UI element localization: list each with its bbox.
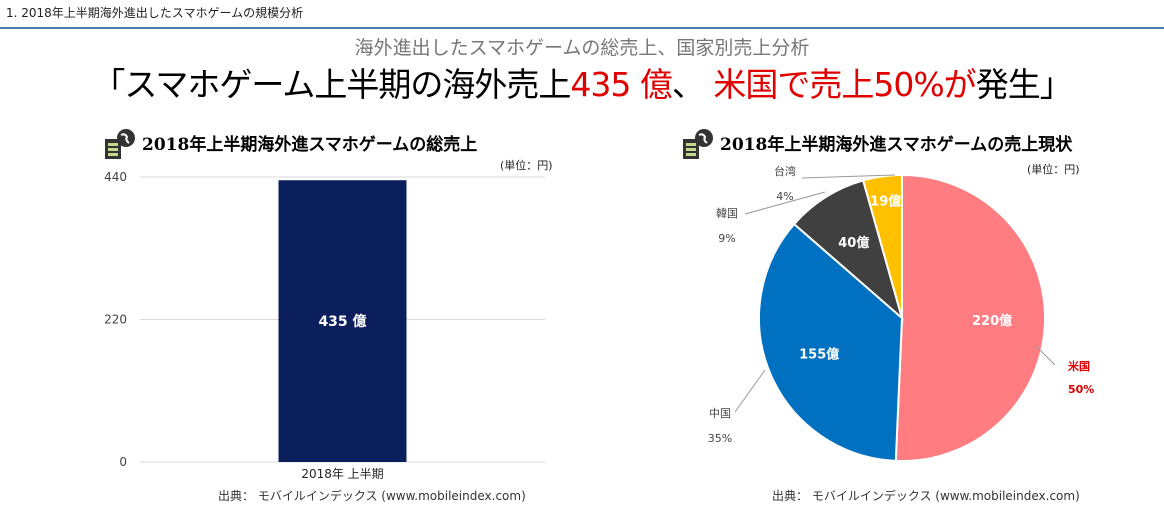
left-chart-title: 2018年上半期海外進スマホゲームの総売上 — [142, 135, 478, 155]
y-tick-label: 0 — [119, 455, 127, 469]
headline-highlight: 435 億 — [570, 65, 672, 104]
x-tick-label: 2018年 上半期 — [301, 467, 383, 481]
headline: 「スマホゲーム上半期の海外売上435 億、 米国で売上50%が発生」 — [0, 58, 1164, 106]
bar-chart: 0 220 440 435 億 2018年 上半期 — [104, 170, 545, 481]
y-tick-label: 220 — [104, 313, 127, 327]
pie-slice — [758, 222, 904, 462]
right-source: 出典： モバイルインデックス (www.mobileindex.com) — [772, 489, 1080, 503]
section-title: 1. 2018年上半期海外進出したスマホゲームの規模分析 — [6, 6, 304, 20]
slice-pct-label: 50% — [1068, 383, 1094, 396]
slice-data-label: 19億 — [870, 193, 901, 209]
leader-line — [734, 369, 766, 413]
slice-name-label: 韓国 — [716, 207, 738, 220]
divider — [0, 27, 1164, 29]
headline-part: 、 — [671, 65, 714, 104]
headline-highlight: 米国で売上50%が — [713, 65, 976, 104]
right-chart-title: 2018年上半期海外進スマホゲームの売上現状 — [720, 135, 1073, 155]
headline-part: 発生」 — [975, 65, 1073, 104]
slice-pct-label: 35% — [708, 432, 732, 445]
slice-pct-label: 4% — [776, 190, 793, 203]
leader-line — [1034, 344, 1056, 366]
leader-line — [744, 191, 826, 215]
headline-part: 「スマホゲーム上半期の海外売上 — [92, 65, 571, 104]
mobile-globe-icon — [683, 129, 713, 159]
slice-data-label: 220億 — [972, 313, 1012, 329]
slice-name-label: 米国 — [1067, 359, 1090, 373]
y-tick-label: 440 — [104, 170, 127, 184]
subtitle: 海外進出したスマホゲームの総売上、国家別売上分析 — [354, 37, 810, 59]
leader-line — [801, 174, 896, 179]
pie-slice — [861, 173, 903, 319]
slice-name-label: 中国 — [709, 407, 731, 420]
mobile-globe-icon — [105, 129, 135, 159]
right-unit: (単位：円) — [1027, 163, 1080, 176]
left-source: 出典： モバイルインデックス (www.mobileindex.com) — [218, 489, 526, 503]
pie-slice — [792, 179, 904, 321]
bar-data-label: 435 億 — [318, 313, 366, 330]
bar — [278, 180, 407, 462]
slice-data-label: 40億 — [838, 235, 869, 251]
slice-name-label: 台湾 — [774, 164, 796, 178]
slice-data-label: 155億 — [799, 347, 839, 363]
slice-pct-label: 9% — [718, 232, 735, 245]
pie-slice — [894, 173, 1046, 462]
left-unit: (単位：円) — [500, 159, 553, 172]
